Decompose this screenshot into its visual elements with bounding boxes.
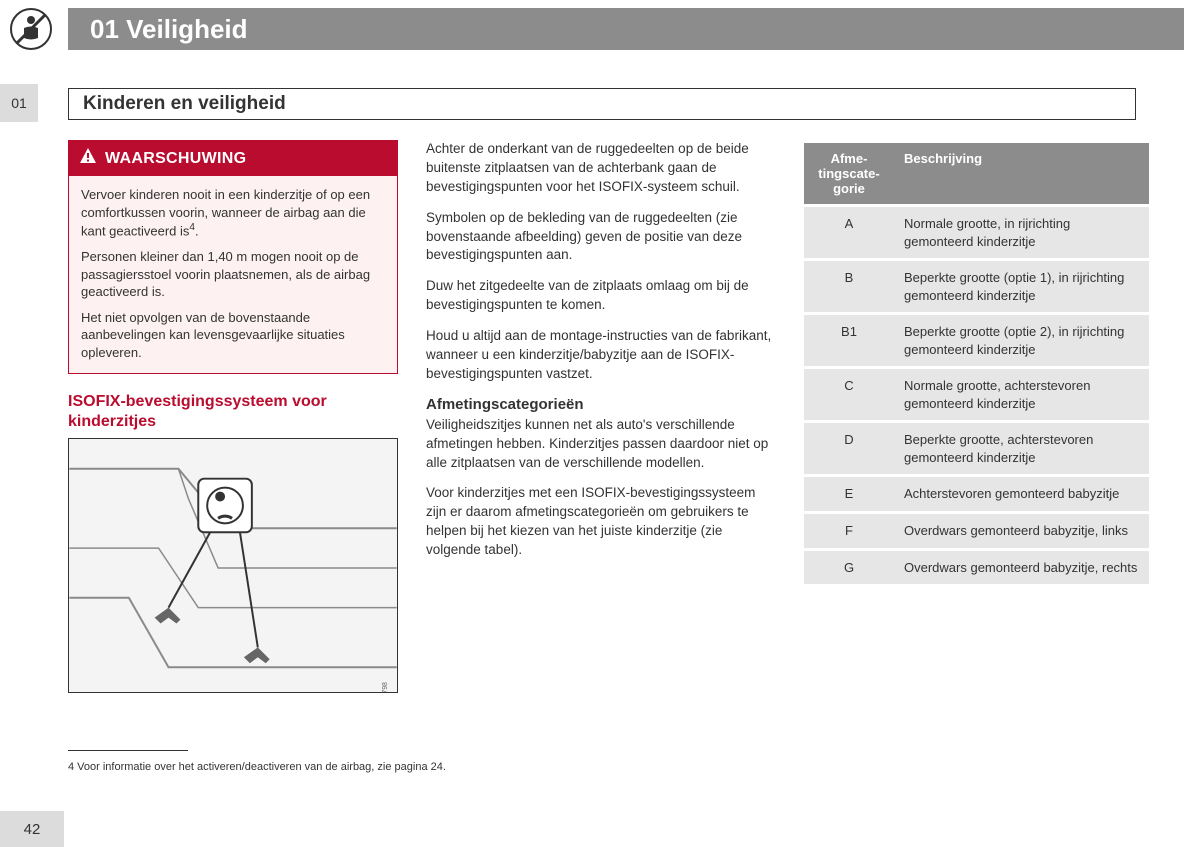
table-row: B1Beperkte grootte (optie 2), in rijrich…	[804, 315, 1149, 366]
table-header-description: Beschrijving	[894, 143, 1149, 204]
cell-description: Beperkte grootte, achterstevoren gemonte…	[894, 423, 1149, 474]
size-category-table: Afme-tingscate-gorie Beschrijving ANorma…	[804, 140, 1149, 587]
table-row: ANormale grootte, in rijrichting gemonte…	[804, 207, 1149, 258]
warning-triangle-icon	[79, 147, 97, 170]
footnote-rule	[68, 750, 188, 751]
isofix-illustration: G020798	[68, 438, 398, 693]
cell-description: Overdwars gemonteerd babyzitje, rechts	[894, 551, 1149, 585]
body-paragraph: Veiligheidszitjes kunnen net als auto's …	[426, 416, 776, 473]
cell-category: F	[804, 514, 894, 548]
cell-description: Normale grootte, achterstevoren gemontee…	[894, 369, 1149, 420]
table-row: EAchterstevoren gemonteerd babyzitje	[804, 477, 1149, 511]
cell-description: Beperkte grootte (optie 1), in rijrichti…	[894, 261, 1149, 312]
cell-category: G	[804, 551, 894, 585]
chapter-header: 01 Veiligheid	[68, 8, 1184, 50]
footnote-text: Voor informatie over het activeren/deact…	[74, 761, 446, 773]
chapter-tab-label: 01	[11, 95, 27, 111]
cell-category: D	[804, 423, 894, 474]
content-area: WAARSCHUWING Vervoer kinderen nooit in e…	[68, 140, 1136, 693]
warning-box: WAARSCHUWING Vervoer kinderen nooit in e…	[68, 140, 398, 374]
cell-description: Achterstevoren gemonteerd babyzitje	[894, 477, 1149, 511]
page-number: 42	[0, 811, 64, 847]
body-paragraph: Voor kinderzitjes met een ISOFIX-bevesti…	[426, 484, 776, 560]
warning-label: WAARSCHUWING	[105, 150, 246, 168]
column-right: Afme-tingscate-gorie Beschrijving ANorma…	[804, 140, 1149, 693]
isofix-heading: ISOFIX-bevestigingssysteem voor kinderzi…	[68, 392, 398, 432]
warning-paragraph: Het niet opvolgen van de bovenstaande aa…	[81, 309, 385, 362]
table-row: DBeperkte grootte, achterstevoren gemont…	[804, 423, 1149, 474]
chapter-tab: 01	[0, 84, 38, 122]
cell-category: C	[804, 369, 894, 420]
warning-paragraph: Vervoer kinderen nooit in een kinderzitj…	[81, 186, 385, 240]
warning-paragraph: Personen kleiner dan 1,40 m mogen nooit …	[81, 248, 385, 301]
cell-category: B1	[804, 315, 894, 366]
no-seatbelt-icon	[10, 8, 52, 50]
section-header: Kinderen en veiligheid	[68, 88, 1136, 120]
warning-p1-end: .	[195, 223, 199, 238]
body-paragraph: Duw het zitgedeelte van de zitplaats oml…	[426, 277, 776, 315]
warning-body: Vervoer kinderen nooit in een kinderzitj…	[69, 176, 397, 373]
subsection-heading: Afmetingscategorieën	[426, 396, 776, 413]
table-header-category: Afme-tingscate-gorie	[804, 143, 894, 204]
chapter-title: 01 Veiligheid	[90, 14, 248, 45]
section-title: Kinderen en veiligheid	[83, 93, 286, 115]
cell-description: Normale grootte, in rijrichting gemontee…	[894, 207, 1149, 258]
cell-description: Beperkte grootte (optie 2), in rijrichti…	[894, 315, 1149, 366]
cell-category: B	[804, 261, 894, 312]
table-row: FOverdwars gemonteerd babyzitje, links	[804, 514, 1149, 548]
body-paragraph: Houd u altijd aan de montage-instructies…	[426, 327, 776, 384]
table-row: GOverdwars gemonteerd babyzitje, rechts	[804, 551, 1149, 585]
column-left: WAARSCHUWING Vervoer kinderen nooit in e…	[68, 140, 398, 693]
cell-description: Overdwars gemonteerd babyzitje, links	[894, 514, 1149, 548]
body-paragraph: Achter de onderkant van de ruggedeelten …	[426, 140, 776, 197]
table-row: CNormale grootte, achterstevoren gemonte…	[804, 369, 1149, 420]
column-middle: Achter de onderkant van de ruggedeelten …	[426, 140, 776, 693]
warning-p1-text: Vervoer kinderen nooit in een kinderzitj…	[81, 187, 370, 238]
cell-category: A	[804, 207, 894, 258]
footnote: 4 Voor informatie over het activeren/dea…	[68, 761, 446, 773]
illustration-ref: G020798	[382, 682, 389, 692]
table-row: BBeperkte grootte (optie 1), in rijricht…	[804, 261, 1149, 312]
page-number-text: 42	[24, 821, 41, 838]
warning-header: WAARSCHUWING	[69, 141, 397, 176]
cell-category: E	[804, 477, 894, 511]
body-paragraph: Symbolen op de bekleding van de ruggedee…	[426, 209, 776, 266]
